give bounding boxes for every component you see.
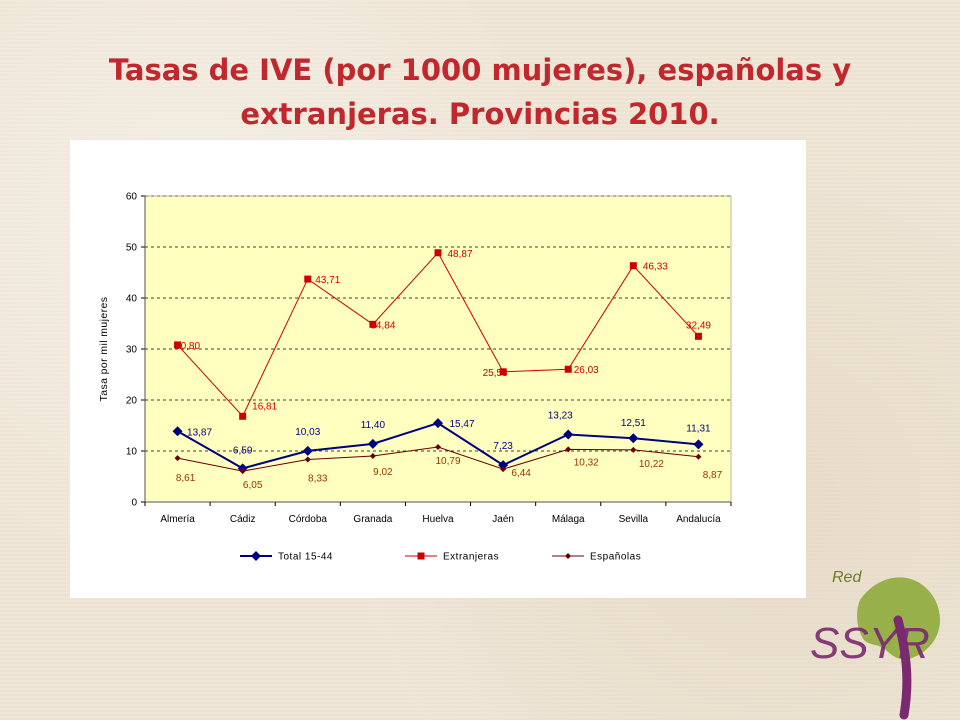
data-point-1 <box>629 262 637 270</box>
x-tick-label: Almería <box>160 514 195 525</box>
data-point-1 <box>304 275 312 283</box>
y-tick-label: 30 <box>126 345 138 356</box>
data-label-1: 46,33 <box>643 262 668 273</box>
data-label-0: 13,87 <box>187 427 212 438</box>
x-tick-label: Córdoba <box>289 514 328 525</box>
x-tick-label: Cádiz <box>230 514 256 525</box>
data-point-0 <box>628 433 639 444</box>
legend-marker <box>565 553 571 559</box>
y-tick-label: 20 <box>126 396 138 407</box>
data-label-1: 26,03 <box>574 365 599 376</box>
data-label-2: 10,79 <box>435 456 460 467</box>
data-label-2: 8,61 <box>176 473 196 484</box>
data-point-0 <box>693 439 704 450</box>
data-label-0: 6,59 <box>233 445 253 456</box>
legend-label: Españolas <box>590 552 641 563</box>
data-label-2: 6,44 <box>511 468 531 479</box>
data-point-2 <box>695 453 702 460</box>
data-point-0 <box>498 460 509 471</box>
data-label-2: 9,02 <box>373 467 393 478</box>
y-tick-label: 10 <box>126 447 138 458</box>
data-point-1 <box>369 320 377 328</box>
slide-title: Tasas de IVE (por 1000 mujeres), español… <box>90 48 870 136</box>
legend-label: Extranjeras <box>443 552 499 563</box>
legend-marker <box>417 552 425 560</box>
x-tick-label: Jaén <box>492 514 514 525</box>
y-tick-label: 60 <box>126 192 138 203</box>
data-point-2 <box>630 446 637 453</box>
y-tick-label: 50 <box>126 243 138 254</box>
y-axis-label: Tasa por mil mujeres <box>98 297 110 402</box>
data-label-0: 15,47 <box>449 419 474 430</box>
data-label-1: 16,81 <box>252 401 277 412</box>
data-label-2: 8,87 <box>703 470 723 481</box>
plot-border <box>144 195 732 503</box>
chart-panel: 0 10 20 30 40 50 60 Almería Cádiz Córdoba Granada H… <box>70 140 806 598</box>
data-point-2 <box>304 456 311 463</box>
logo-red-text: Red <box>832 569 862 586</box>
y-tick-label: 0 <box>131 498 137 509</box>
data-label-0: 7,23 <box>493 441 513 452</box>
data-label-0: 12,51 <box>621 418 646 429</box>
x-tick-label: Granada <box>353 514 392 525</box>
logo-main-text: SSYR <box>810 619 930 668</box>
slide-title-line2: extranjeras. Provincias 2010. <box>240 97 720 131</box>
y-tick-label: 40 <box>126 294 138 305</box>
x-tick-label: Huelva <box>422 514 454 525</box>
x-tick-label: Andalucía <box>676 514 721 525</box>
red-ssyr-logo: Red SSYR <box>810 569 940 720</box>
data-point-0 <box>433 418 443 429</box>
data-point-0 <box>367 438 378 449</box>
data-label-0: 10,03 <box>295 427 320 438</box>
data-point-1 <box>174 341 182 349</box>
slide-title-line1: Tasas de IVE (por 1000 mujeres), español… <box>108 53 852 87</box>
legend-marker <box>251 551 261 561</box>
data-point-1 <box>564 365 572 373</box>
data-label-1: 32,49 <box>686 320 711 331</box>
data-point-2 <box>369 452 376 459</box>
data-point-0 <box>302 445 313 456</box>
data-point-1 <box>434 249 442 257</box>
logo-purple-swoosh <box>893 615 912 720</box>
line-chart: 0 10 20 30 40 50 60 Almería Cádiz Córdoba Granada H… <box>98 192 732 563</box>
data-label-1: 34,84 <box>370 320 395 331</box>
data-point-0 <box>563 429 574 440</box>
data-point-2 <box>500 466 507 473</box>
data-point-1 <box>694 332 702 340</box>
data-point-2 <box>435 443 441 450</box>
data-point-2 <box>239 468 246 475</box>
data-label-1: 25,53 <box>483 368 508 379</box>
data-label-0: 11,40 <box>361 420 386 431</box>
data-point-2 <box>565 446 572 453</box>
x-tick-label: Málaga <box>552 514 585 525</box>
data-point-0 <box>172 426 183 437</box>
data-label-0: 11,31 <box>686 423 711 434</box>
data-label-1: 48,87 <box>447 249 472 260</box>
legend-label: Total 15-44 <box>278 552 333 563</box>
data-point-1 <box>239 412 247 420</box>
data-label-1: 43,71 <box>315 275 340 286</box>
data-label-2: 6,05 <box>243 480 263 491</box>
data-label-2: 10,22 <box>639 459 664 470</box>
data-label-1: 30,80 <box>175 341 200 352</box>
data-label-0: 13,23 <box>548 411 573 422</box>
data-label-2: 8,33 <box>308 474 328 485</box>
data-point-2 <box>174 455 181 462</box>
x-tick-label: Sevilla <box>619 514 649 525</box>
data-label-2: 10,32 <box>574 457 599 468</box>
data-point-1 <box>499 368 507 376</box>
